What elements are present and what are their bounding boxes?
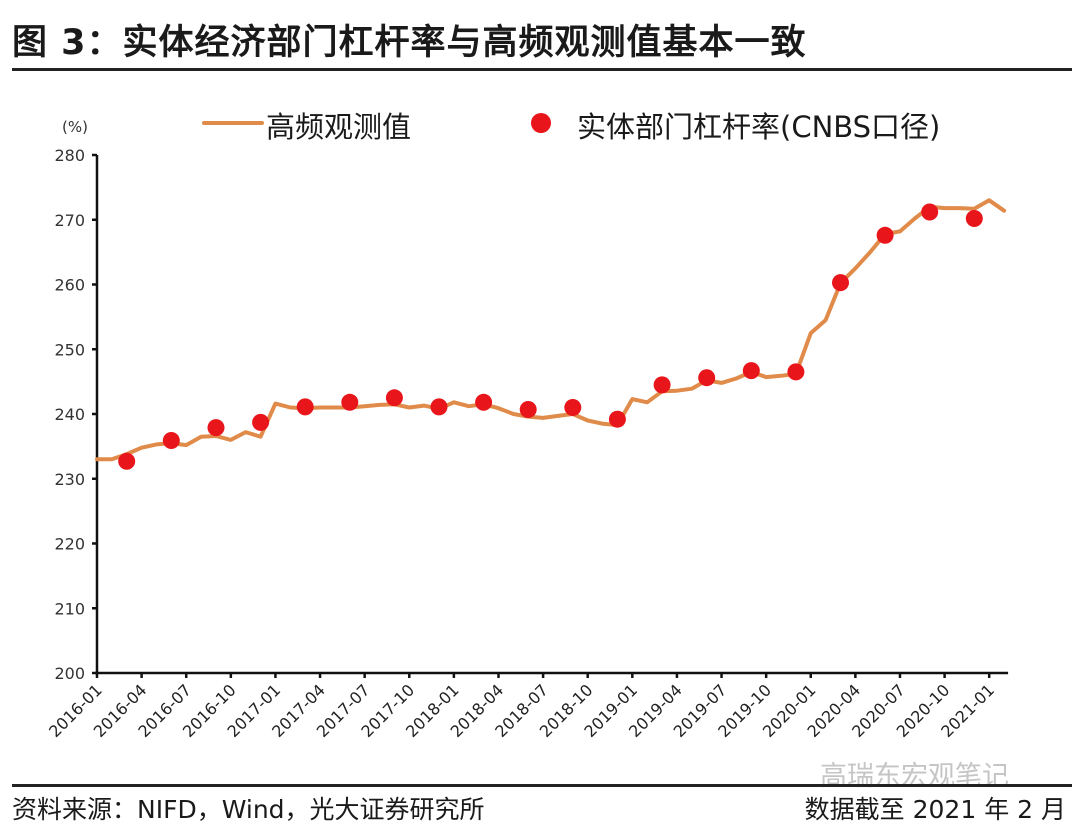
figure-title: 图 3：实体经济部门杠杆率与高频观测值基本一致 (12, 23, 807, 63)
data-point (653, 376, 671, 394)
data-point (876, 226, 894, 244)
data-point (341, 393, 359, 411)
y-tick-label: 280 (54, 146, 85, 165)
y-tick-label: 270 (54, 211, 85, 230)
y-tick-label: 210 (54, 599, 85, 618)
y-tick-label: 230 (54, 470, 85, 489)
data-point (162, 432, 180, 449)
data-point (118, 452, 136, 470)
legend-dot-label: 实体部门杠杆率(CNBS口径) (577, 110, 941, 144)
watermark: 高瑞东宏观笔记 (820, 761, 1009, 792)
high-frequency-line (95, 198, 1007, 462)
data-point (207, 419, 225, 437)
data-point (832, 274, 849, 292)
data-point (698, 369, 716, 387)
chart-legend: 高频观测值 实体部门杠杆率(CNBS口径) (0, 102, 1080, 144)
line-path (95, 198, 1007, 462)
data-point (564, 399, 582, 416)
y-tick-label: 260 (54, 276, 85, 295)
legend-line-swatch (202, 121, 264, 125)
source-note: 资料来源：NIFD，Wind，光大证券研究所 (12, 795, 485, 824)
y-axis-unit: (%) (62, 118, 88, 136)
y-tick-label: 250 (54, 340, 85, 359)
data-point (252, 413, 270, 431)
bottom-divider (12, 784, 1072, 787)
data-point (430, 398, 448, 416)
y-tick-label: 220 (54, 535, 85, 554)
data-point (385, 389, 403, 407)
data-point (519, 401, 537, 418)
data-point (475, 393, 493, 411)
line-chart: 2002102202302402502602702802016-012016-0… (45, 146, 1009, 741)
data-point (965, 210, 983, 227)
data-point (296, 398, 314, 416)
legend-dot-swatch (531, 113, 551, 133)
data-point (921, 203, 939, 221)
y-tick-label: 240 (54, 405, 85, 424)
y-tick-label: 200 (54, 664, 85, 683)
legend-line-label: 高频观测值 (266, 110, 412, 144)
cnbs-leverage-dots (118, 203, 983, 470)
data-point (608, 410, 626, 428)
data-point (787, 363, 805, 381)
data-point (742, 362, 760, 380)
top-divider (12, 68, 1072, 71)
data-as-of-note: 数据截至 2021 年 2 月 (804, 795, 1066, 824)
